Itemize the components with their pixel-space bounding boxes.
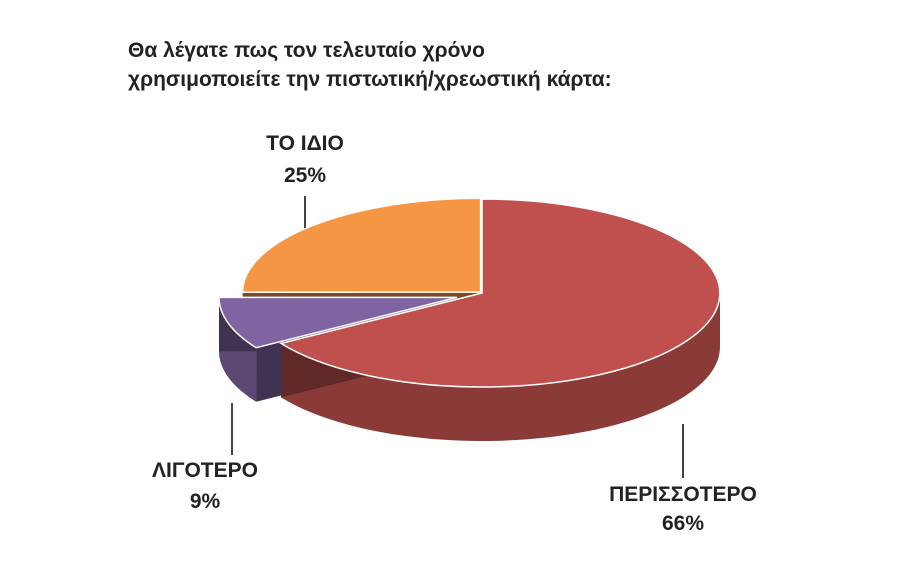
pie-slice-1 <box>279 198 721 388</box>
slice-label-name: ΠΕΡΙΣΣΟΤΕΡΟ <box>609 483 757 506</box>
slice-label-name: ΤΟ ΙΔΙΟ <box>266 132 344 155</box>
pie-leader-lines <box>231 196 684 478</box>
pie-labels: ΤΟ ΙΔΙΟ 25% ΛΙΓΟΤΕΡΟ 9% ΠΕΡΙΣΣΟΤΕΡΟ 66% <box>152 132 757 535</box>
chart-title-line-1: Θα λέγατε πως τον τελευταίο χρόνο <box>128 39 485 62</box>
slice-label-name: ΛΙΓΟΤΕΡΟ <box>152 459 258 482</box>
pie-slices <box>218 197 721 441</box>
slice-label-value: 9% <box>190 490 221 513</box>
chart-title-line-2: χρησιμοποιείτε την πιστωτική/χρεωστική κ… <box>128 68 612 91</box>
chart-title: Θα λέγατε πως τον τελευταίο χρόνο χρησιμ… <box>128 36 748 94</box>
slice-label-value: 66% <box>662 512 704 535</box>
pie-slice-2 <box>218 296 458 349</box>
slice-label-value: 25% <box>284 164 326 187</box>
pie-slice-3 <box>241 197 482 293</box>
